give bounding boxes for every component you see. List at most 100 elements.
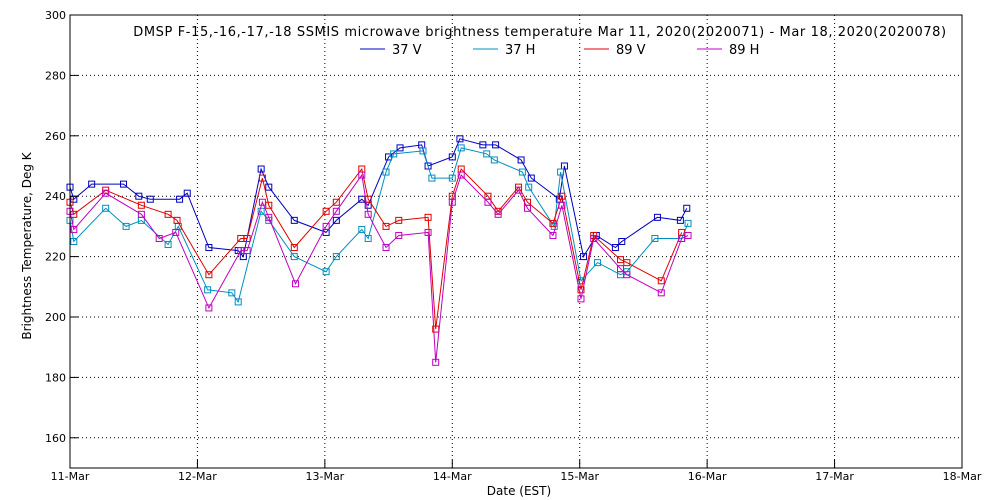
legend: 37 V 37 H 89 V 89 H: [360, 43, 759, 58]
data-point-marker: [292, 280, 300, 288]
data-point-marker: [172, 228, 180, 236]
data-point-marker: [590, 234, 598, 242]
data-point-marker: [265, 213, 273, 221]
data-point-marker: [88, 180, 96, 188]
series-89-h: [66, 171, 692, 366]
series-line: [69, 147, 689, 304]
data-point-marker: [557, 168, 565, 176]
data-point-marker: [651, 234, 659, 242]
data-point-marker: [257, 207, 265, 215]
data-point-marker: [122, 222, 130, 230]
data-point-marker: [611, 244, 619, 252]
data-point-marker: [205, 244, 213, 252]
data-point-marker: [258, 174, 266, 182]
data-point-marker: [549, 219, 557, 227]
data-point-marker: [390, 150, 398, 158]
data-point-marker: [424, 228, 432, 236]
data-point-marker: [518, 168, 526, 176]
data-point-marker: [676, 216, 684, 224]
series-line: [69, 167, 683, 330]
x-tick-label: 13-Mar: [305, 470, 344, 483]
data-point-marker: [155, 234, 163, 242]
data-point-marker: [490, 156, 498, 164]
legend-label: 37 H: [505, 43, 535, 58]
data-point-marker: [492, 141, 500, 149]
data-point-marker: [173, 216, 181, 224]
data-point-marker: [258, 198, 266, 206]
data-point-marker: [457, 144, 465, 152]
legend-label: 89 V: [616, 43, 646, 58]
data-point-marker: [577, 295, 585, 303]
data-point-marker: [577, 286, 585, 294]
data-point-marker: [523, 204, 531, 212]
y-tick-label: 240: [45, 190, 66, 203]
data-point-marker: [382, 168, 390, 176]
data-point-marker: [332, 207, 340, 215]
data-point-marker: [228, 289, 236, 297]
series-37-h: [66, 144, 692, 306]
data-point-marker: [517, 156, 525, 164]
x-tick-label: 18-Mar: [943, 470, 982, 483]
data-point-marker: [135, 192, 143, 200]
data-point-marker: [332, 253, 340, 261]
y-tick-label: 280: [45, 69, 66, 82]
data-point-marker: [428, 174, 436, 182]
data-point-marker: [290, 244, 298, 252]
data-point-marker: [653, 213, 661, 221]
y-tick-label: 300: [45, 9, 66, 22]
data-point-marker: [456, 135, 464, 143]
x-tick-label: 11-Mar: [51, 470, 90, 483]
data-point-marker: [364, 234, 372, 242]
legend-label: 37 V: [392, 43, 422, 58]
data-point-marker: [205, 271, 213, 279]
data-point-marker: [623, 271, 631, 279]
data-point-marker: [577, 277, 585, 285]
data-point-marker: [448, 153, 456, 161]
data-point-marker: [560, 162, 568, 170]
data-point-marker: [683, 204, 691, 212]
data-point-marker: [616, 265, 624, 273]
data-point-marker: [322, 268, 330, 276]
data-point-marker: [684, 231, 692, 239]
data-point-marker: [70, 225, 78, 233]
series-line: [69, 138, 688, 258]
legend-label: 89 H: [729, 43, 759, 58]
data-point-marker: [527, 174, 535, 182]
data-point-marker: [102, 189, 110, 197]
data-point-marker: [618, 238, 626, 245]
data-point-marker: [448, 198, 456, 206]
x-tick-label: 17-Mar: [815, 470, 854, 483]
data-point-marker: [494, 210, 502, 218]
data-point-marker: [137, 201, 145, 209]
series-lines: [66, 135, 692, 366]
data-point-marker: [364, 195, 372, 203]
data-point-marker: [684, 219, 692, 227]
data-point-marker: [102, 204, 110, 212]
data-point-marker: [549, 231, 557, 239]
data-point-marker: [243, 234, 251, 242]
data-point-marker: [448, 174, 456, 182]
y-tick-label: 180: [45, 371, 66, 384]
data-point-marker: [234, 298, 242, 306]
y-axis-label: Brightness Temperature, Deg K: [20, 151, 34, 339]
data-point-marker: [558, 192, 566, 200]
data-point-marker: [332, 216, 340, 224]
data-point-marker: [515, 186, 523, 194]
series-89-v: [66, 165, 686, 333]
x-tick-label: 16-Mar: [688, 470, 727, 483]
data-point-marker: [657, 277, 665, 285]
data-point-marker: [322, 222, 330, 230]
data-point-marker: [290, 216, 298, 224]
data-point-marker: [290, 253, 298, 261]
data-point-marker: [483, 150, 491, 158]
grid: [70, 15, 962, 468]
data-point-marker: [424, 162, 432, 170]
data-point-marker: [257, 165, 265, 173]
data-point-marker: [424, 213, 432, 221]
data-point-marker: [364, 210, 372, 218]
data-point-marker: [395, 216, 403, 224]
data-point-marker: [205, 304, 213, 312]
data-point-marker: [382, 244, 390, 252]
data-point-marker: [382, 222, 390, 230]
data-point-marker: [558, 201, 566, 209]
